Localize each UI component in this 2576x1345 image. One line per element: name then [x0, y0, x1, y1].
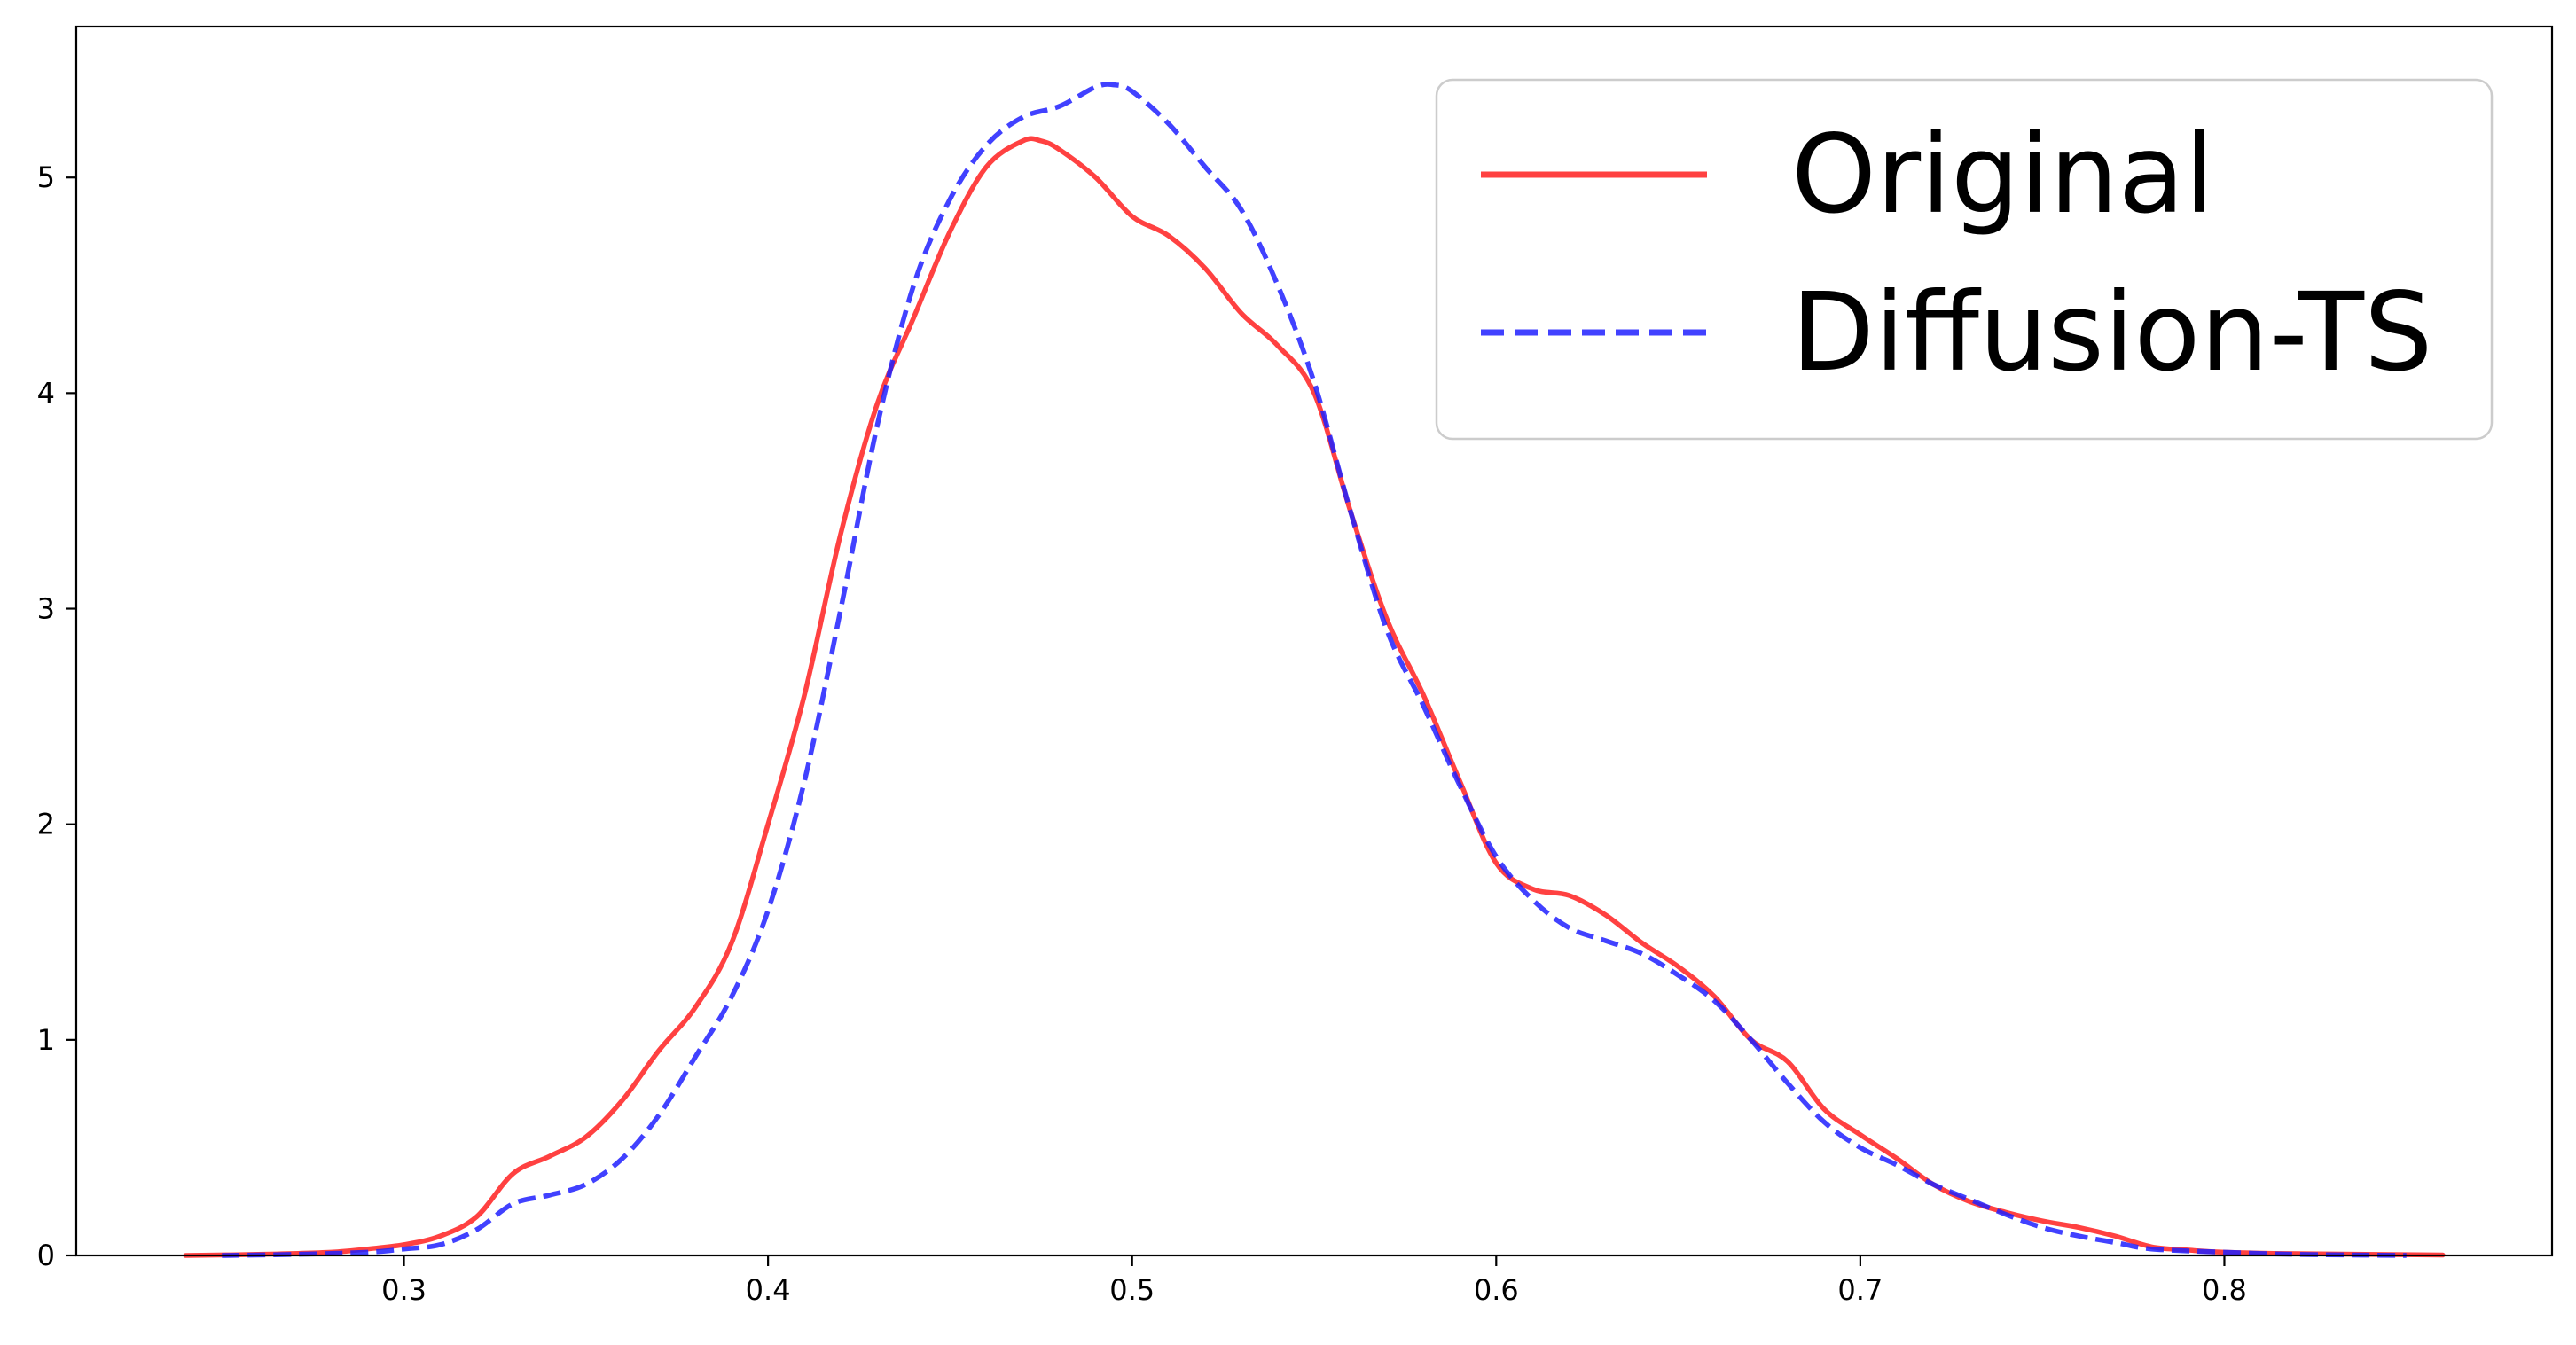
x-tick-label: 0.7 — [1837, 1273, 1883, 1307]
x-tick-label: 0.4 — [746, 1273, 791, 1307]
y-tick-label: 5 — [37, 160, 55, 194]
series-line-diffusion-ts — [222, 82, 2407, 1258]
legend-label-diffusion-ts: Diffusion-TS — [1791, 270, 2432, 395]
x-tick-label: 0.8 — [2202, 1273, 2247, 1307]
y-tick-label: 1 — [37, 1023, 55, 1057]
plot-area — [183, 82, 2446, 1258]
legend-box — [1435, 78, 2494, 441]
y-tick-label: 0 — [37, 1239, 55, 1272]
legend-label-original: Original — [1791, 112, 2214, 238]
legend: Original Diffusion-TS — [1435, 78, 2494, 441]
y-tick-label: 4 — [37, 376, 55, 410]
x-tick-label: 0.6 — [1474, 1273, 1519, 1307]
x-tick-label: 0.3 — [381, 1273, 427, 1307]
y-tick-label: 2 — [37, 808, 55, 841]
y-tick-label: 3 — [37, 592, 55, 626]
axes-frame — [74, 25, 2554, 1257]
x-tick-label: 0.5 — [1109, 1273, 1155, 1307]
axes: 0.3 0.4 0.5 0.6 0.7 0.8 0 1 2 3 4 5 — [37, 25, 2554, 1307]
